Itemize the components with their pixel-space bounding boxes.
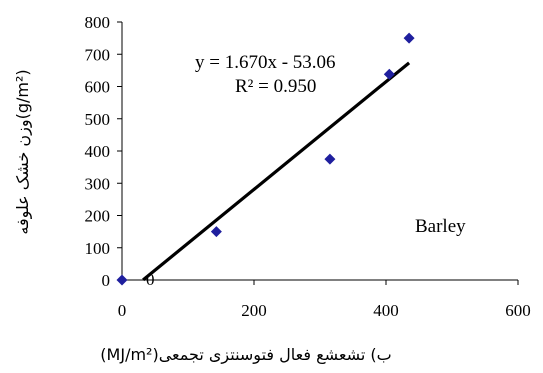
y-tick-label: 300 [85, 174, 111, 193]
x-tick-label: 600 [505, 301, 531, 320]
y-tick-label: 500 [85, 110, 111, 129]
trend-line [142, 61, 411, 282]
x-tick-label: 400 [373, 301, 399, 320]
crop-label: Barley [415, 216, 466, 237]
y-tick-label: 100 [85, 239, 111, 258]
data-point [210, 226, 222, 238]
y-tick-labels: 0 100 200 300 400 500 600 700 800 [85, 13, 111, 290]
y-tick-label: 600 [85, 78, 111, 97]
y-tick-label: 0 [102, 271, 111, 290]
x-tick-label: 200 [241, 301, 267, 320]
data-point [324, 153, 336, 165]
x-axis-label: ب) تشعشع فعال فتوسنتزی تجمعی(MJ/m²) [100, 345, 391, 365]
y-axis-label: وزن خشک علوفه(g/m²) [13, 69, 33, 234]
data-point [116, 274, 128, 286]
zero-annotation: 0 [146, 270, 155, 289]
regression-equation: y = 1.670x - 53.06 [195, 52, 336, 73]
r-squared-label: R² = 0.950 [235, 76, 316, 97]
y-tick-label: 700 [85, 45, 111, 64]
data-points [116, 32, 415, 286]
x-tick-labels: 0 200 400 600 [118, 301, 531, 320]
y-tick-label: 200 [85, 207, 111, 226]
x-tick-label: 0 [118, 301, 127, 320]
data-point [403, 32, 415, 44]
y-tick-label: 800 [85, 13, 111, 32]
y-tick-label: 400 [85, 142, 111, 161]
data-point [383, 68, 395, 80]
